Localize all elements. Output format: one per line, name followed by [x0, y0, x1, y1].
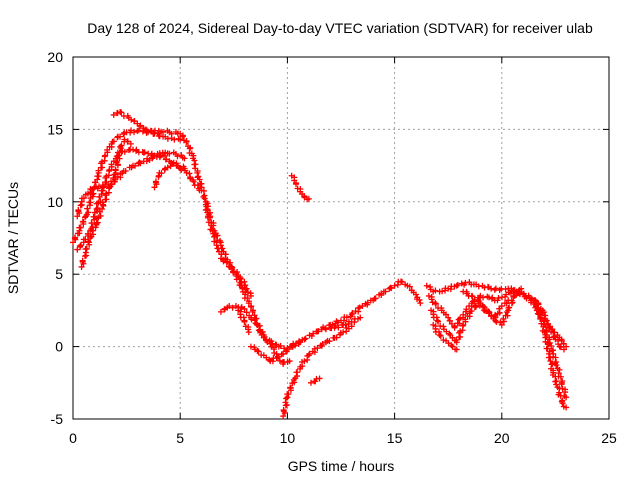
plus-markers	[530, 297, 570, 411]
data-marks	[70, 109, 570, 420]
y-tick-label: -5	[51, 411, 64, 427]
plot-frame	[72, 56, 610, 420]
series-arc-d	[110, 109, 184, 143]
series-arc-k	[280, 323, 355, 420]
series-arc-r	[430, 321, 460, 353]
series-arc-u	[545, 324, 570, 350]
y-axis-label: SDTVAR / TECUs	[5, 182, 21, 294]
series-arc-f	[151, 159, 203, 194]
plus-markers	[545, 324, 570, 350]
x-tick-label: 0	[69, 430, 77, 446]
x-tick-label: 25	[601, 430, 617, 446]
series-arc-t	[530, 297, 570, 411]
plus-markers	[280, 323, 355, 420]
plus-markers	[307, 375, 323, 386]
series-arc-s	[460, 285, 525, 328]
y-tick-label: 20	[47, 49, 63, 65]
axis-ticks: 0 5 10 15 20 25 -5 0 5 10 15 20	[47, 49, 617, 446]
y-tick-label: 10	[47, 194, 63, 210]
plus-markers	[460, 285, 525, 328]
plus-markers	[151, 159, 203, 194]
plus-markers	[217, 303, 293, 367]
series-arc-i	[235, 307, 252, 336]
x-tick-label: 20	[494, 430, 510, 446]
series-arc-l	[288, 172, 312, 203]
x-tick-label: 5	[176, 430, 184, 446]
plus-markers	[322, 314, 364, 333]
y-tick-label: 5	[55, 266, 63, 282]
series-arc-h	[217, 303, 293, 367]
plus-markers	[430, 321, 460, 353]
y-tick-label: 15	[47, 121, 63, 137]
x-tick-label: 15	[387, 430, 403, 446]
y-tick-label: 0	[55, 339, 63, 355]
series-arc-m	[307, 375, 323, 386]
plus-markers	[74, 146, 188, 253]
plus-markers	[202, 201, 254, 299]
chart-title: Day 128 of 2024, Sidereal Day-to-day VTE…	[87, 20, 593, 36]
series-arc-j	[247, 339, 304, 365]
x-tick-label: 10	[280, 430, 296, 446]
grid-lines	[73, 57, 609, 419]
x-axis-label: GPS time / hours	[288, 458, 395, 474]
series-arc-b	[74, 146, 188, 253]
plus-markers	[235, 307, 252, 336]
plus-markers	[247, 339, 304, 365]
series-arc-n	[322, 314, 364, 333]
plus-markers	[110, 109, 184, 143]
plus-markers	[288, 172, 312, 203]
series-arc-g	[202, 201, 254, 299]
